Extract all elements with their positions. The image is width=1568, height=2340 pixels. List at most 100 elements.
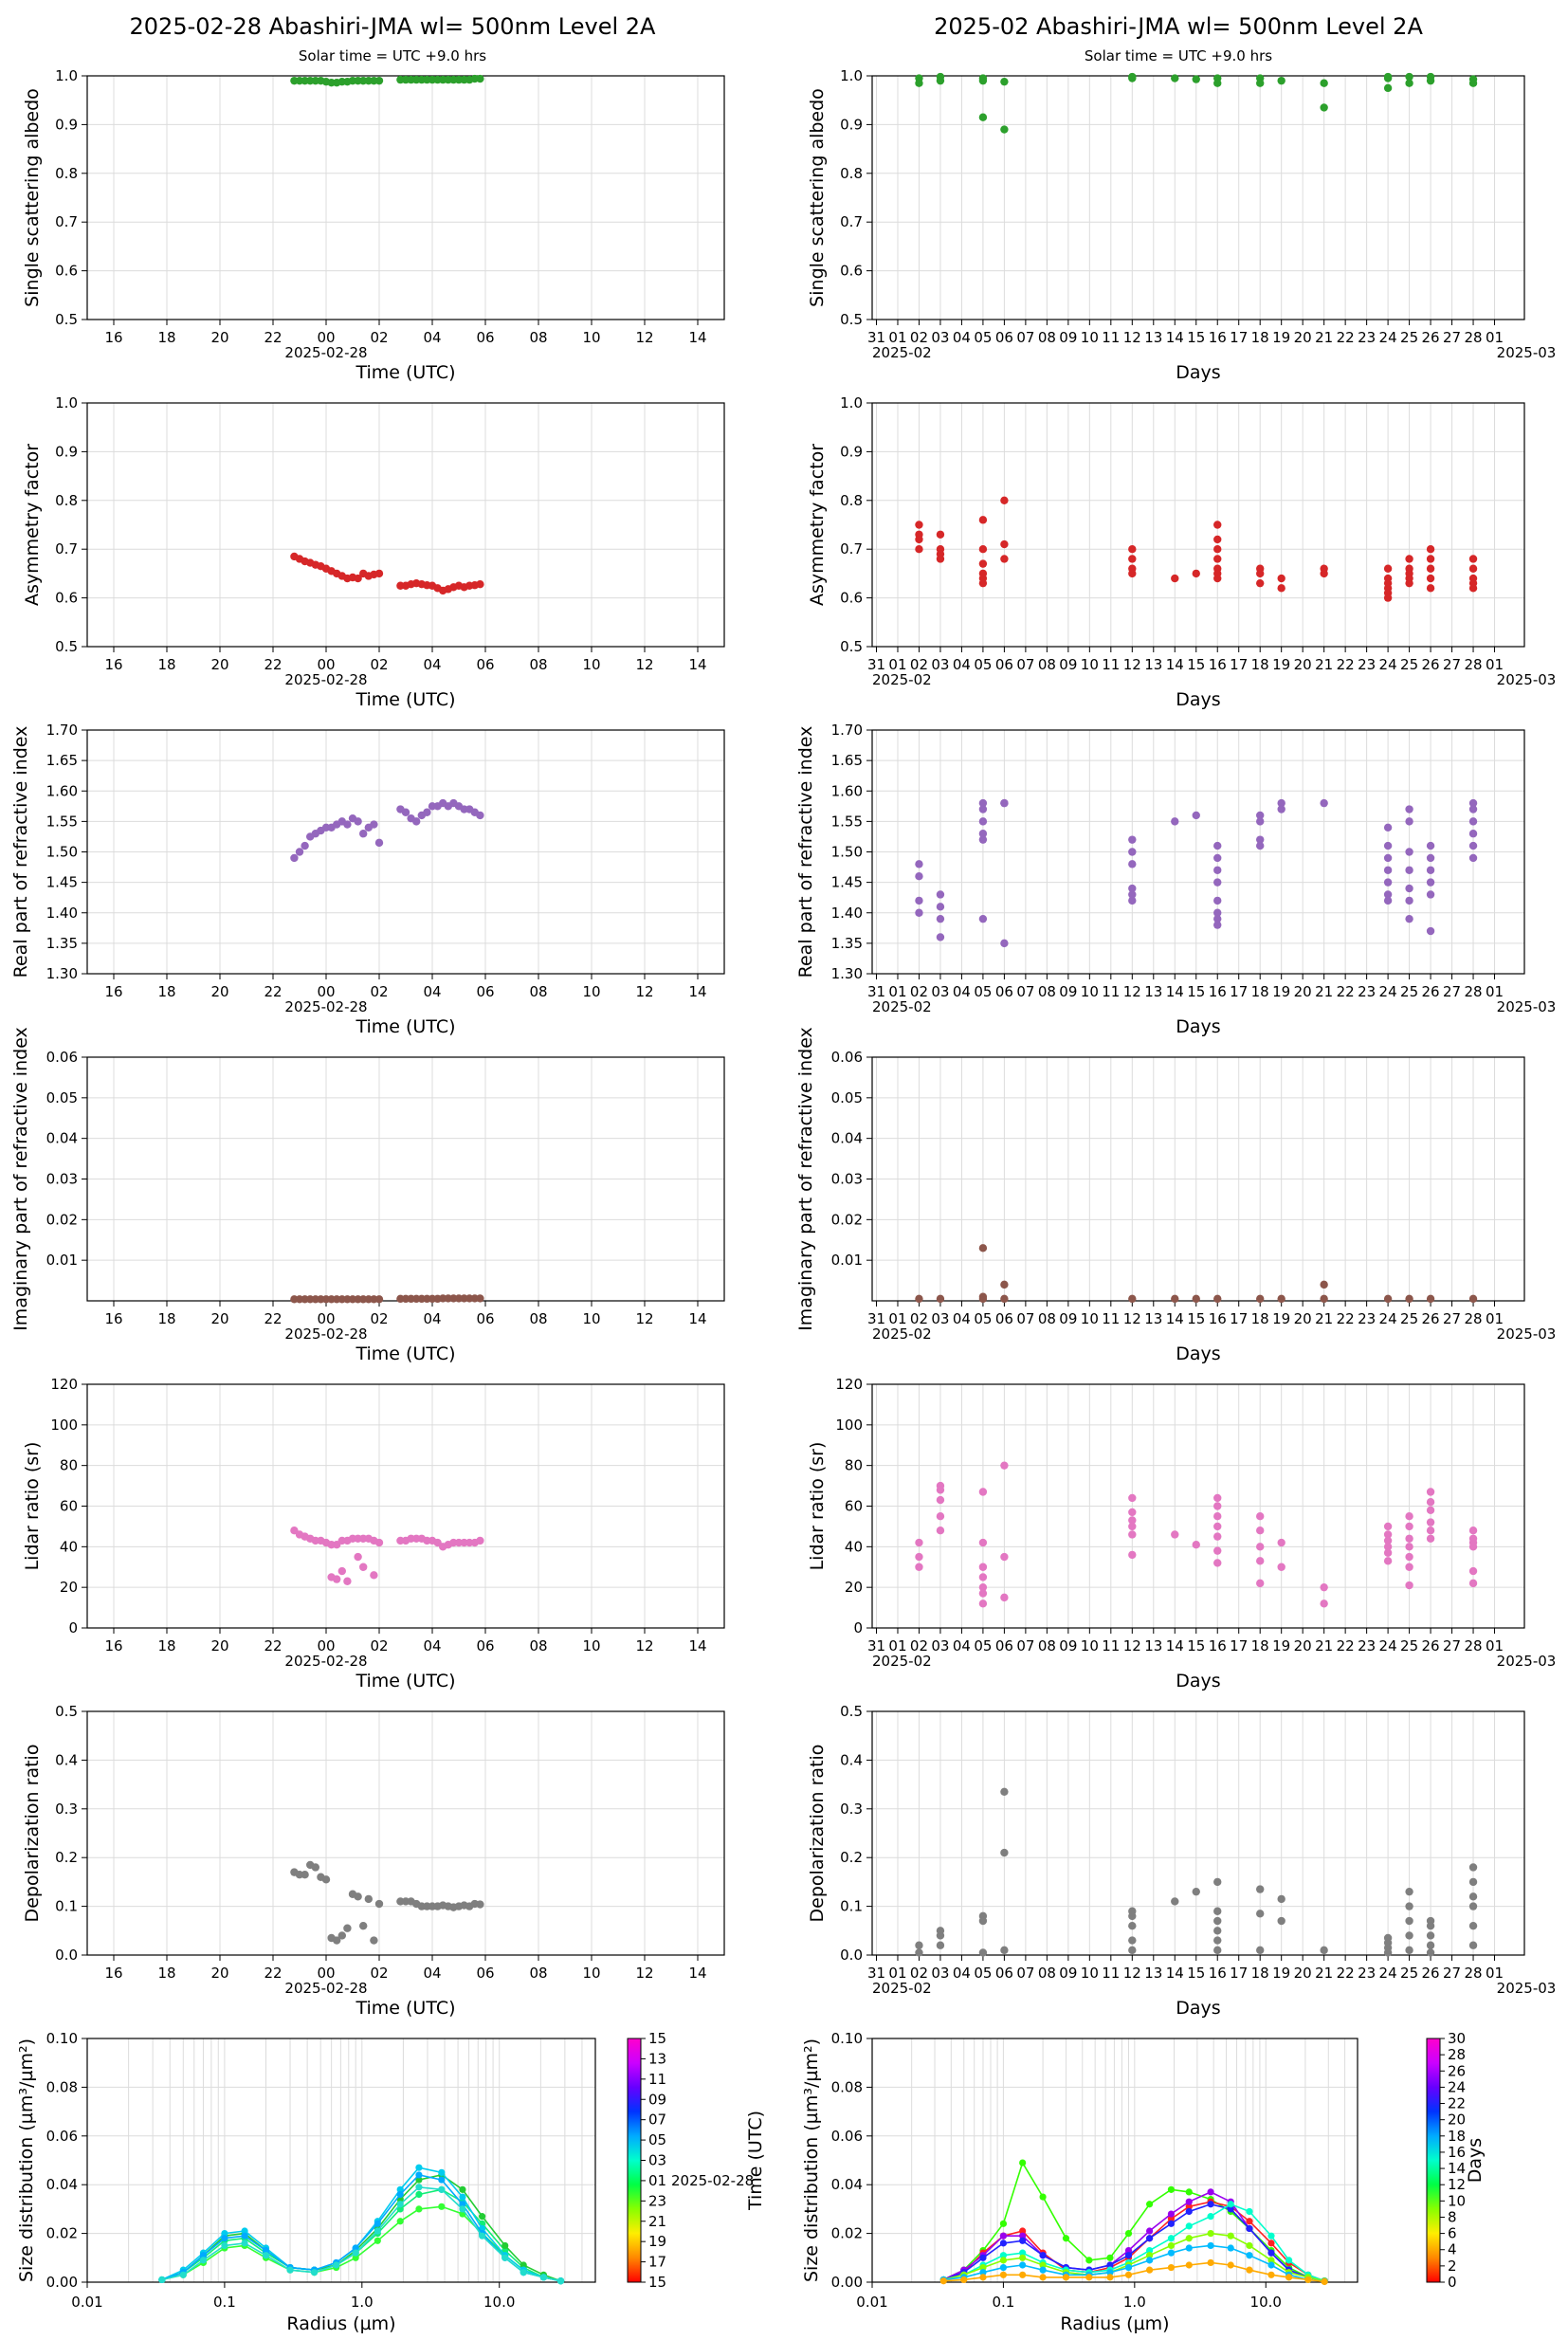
x-tick-label: 22 xyxy=(1337,1637,1355,1654)
data-point xyxy=(1405,866,1413,874)
axes-frame xyxy=(871,1710,1525,1956)
colorbar-tick-label: 11 xyxy=(648,2071,666,2088)
data-point xyxy=(321,1875,331,1884)
x-tick-label: 31 xyxy=(867,1637,885,1654)
data-point xyxy=(978,835,988,844)
x-tick-label: 04 xyxy=(953,1965,971,1982)
x-tick-label: 28 xyxy=(1464,1310,1482,1327)
data-point xyxy=(936,1294,945,1304)
x-tick-label: 16 xyxy=(1209,1965,1227,1982)
colorbar-tick-label: 19 xyxy=(648,2233,666,2250)
y-tick-label: 0.2 xyxy=(55,1849,78,1866)
x-tick-label: 14 xyxy=(688,656,706,673)
x-tick-label: 02 xyxy=(910,1965,928,1982)
y-tick-label: 1.60 xyxy=(46,782,78,799)
x-tick-label: 19 xyxy=(1272,983,1290,1000)
data-point xyxy=(1256,835,1265,844)
x-tick-label: 20 xyxy=(1294,656,1312,673)
x-tick-label: 28 xyxy=(1464,329,1482,346)
size-data-point xyxy=(999,2263,1008,2272)
colorbar-tick-label: 26 xyxy=(1448,2062,1466,2079)
data-point xyxy=(374,1295,384,1304)
data-point xyxy=(1213,1936,1222,1945)
colorbar-bar xyxy=(627,2038,642,2283)
data-point xyxy=(1383,1557,1393,1565)
x-tick-label: 22 xyxy=(264,1637,282,1654)
x-tick-label: 20 xyxy=(210,983,228,1000)
data-point xyxy=(1383,1543,1393,1551)
x-tick-label: 21 xyxy=(1315,329,1333,346)
data-point xyxy=(936,914,945,923)
size-data-point xyxy=(1246,2218,1253,2225)
colorbar-tick-label: 4 xyxy=(1448,2241,1457,2258)
data-point xyxy=(1000,77,1009,86)
date-label-start: 2025-02 xyxy=(872,998,932,1015)
size-data-point xyxy=(979,2263,987,2272)
x-tick-label: 13 xyxy=(1144,983,1162,1000)
x-tick-label: 22 xyxy=(1337,1965,1355,1982)
data-point xyxy=(936,1941,945,1949)
colorbar-tick-label: 15 xyxy=(648,2030,666,2047)
y-tick-label: 0.06 xyxy=(831,1049,863,1066)
x-axis-label: Days xyxy=(1176,1998,1220,2019)
x-tick-label: 06 xyxy=(476,983,494,1000)
data-point xyxy=(978,74,988,82)
data-point xyxy=(1405,1902,1413,1910)
y-tick-label: 0.6 xyxy=(55,590,78,607)
x-axis-label: Days xyxy=(1176,1016,1220,1037)
x-tick-label: 26 xyxy=(1422,329,1440,346)
x-tick-label: 06 xyxy=(476,1637,494,1654)
x-tick-label: 01 xyxy=(1486,1310,1504,1327)
y-axis-label: Real part of refractive index xyxy=(795,726,816,978)
data-point xyxy=(1468,817,1478,826)
data-point xyxy=(978,830,988,838)
x-axis-label: Time (UTC) xyxy=(355,1344,455,1364)
data-point xyxy=(1213,1294,1222,1304)
size-data-point xyxy=(199,2257,208,2264)
data-point xyxy=(1468,1526,1478,1535)
x-tick-label: 06 xyxy=(995,656,1013,673)
y-tick-label: 100 xyxy=(50,1417,78,1434)
data-point xyxy=(295,848,304,856)
data-point xyxy=(1426,1948,1435,1957)
size-data-point xyxy=(1146,2257,1154,2264)
data-point xyxy=(1192,811,1200,820)
size-data-point xyxy=(262,2252,270,2259)
x-tick-label: 18 xyxy=(1251,983,1269,1000)
x-tick-label: 24 xyxy=(1379,1310,1397,1327)
size-data-point xyxy=(1062,2274,1070,2281)
y-tick-label: 120 xyxy=(835,1376,863,1393)
y-tick-label: 80 xyxy=(60,1457,78,1474)
data-point xyxy=(1128,896,1137,905)
x-tick-label: 28 xyxy=(1464,1965,1482,1982)
x-tick-label: 07 xyxy=(1016,983,1034,1000)
x-tick-label: 14 xyxy=(1166,656,1184,673)
data-point xyxy=(1468,1892,1478,1901)
x-tick-label: 16 xyxy=(1209,656,1227,673)
x-tick-label: 23 xyxy=(1358,1310,1376,1327)
data-point xyxy=(1213,896,1222,905)
data-point xyxy=(1128,1921,1137,1930)
data-point xyxy=(1383,853,1393,863)
size-data-point xyxy=(1246,2252,1253,2259)
x-tick-label: 25 xyxy=(1400,1637,1418,1654)
y-tick-label: 0.1 xyxy=(55,1898,78,1915)
x-tick-label: 10 xyxy=(1081,1310,1099,1327)
x-tick-label: 09 xyxy=(1059,656,1077,673)
data-point xyxy=(1405,79,1413,87)
x-tick-label: 09 xyxy=(1059,329,1077,346)
size-data-point xyxy=(1167,2263,1176,2272)
data-point xyxy=(978,914,988,923)
x-tick-label: 27 xyxy=(1443,983,1461,1000)
size-data-point xyxy=(1227,2205,1234,2213)
left-title: 2025-02-28 Abashiri-JMA wl= 500nm Level … xyxy=(130,13,657,40)
data-point xyxy=(978,1916,988,1926)
size-data-point xyxy=(1039,2274,1047,2281)
x-tick-label: 16 xyxy=(1209,1310,1227,1327)
colorbar-tick-label: 17 xyxy=(648,2254,666,2271)
y-tick-label: 20 xyxy=(845,1579,863,1596)
date-label-end: 2025-03 xyxy=(1497,1325,1557,1343)
x-tick-label: 03 xyxy=(931,983,949,1000)
date-label: 2025-02-28 xyxy=(284,998,367,1015)
